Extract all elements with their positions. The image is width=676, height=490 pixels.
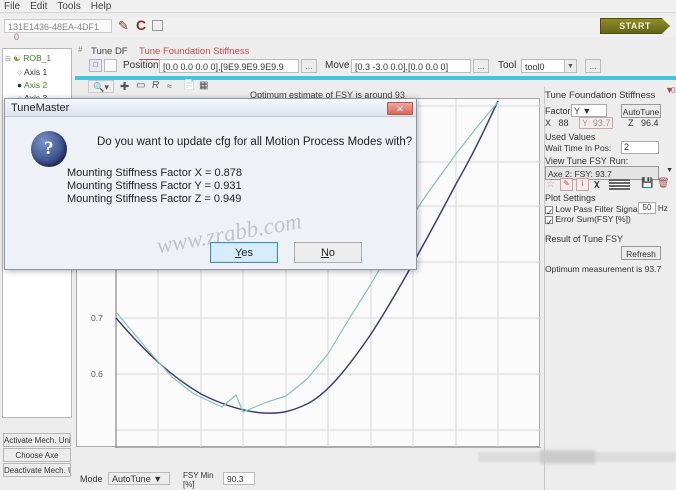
svg-text:0.6: 0.6 — [91, 369, 103, 379]
svg-text:0.7: 0.7 — [91, 313, 103, 323]
